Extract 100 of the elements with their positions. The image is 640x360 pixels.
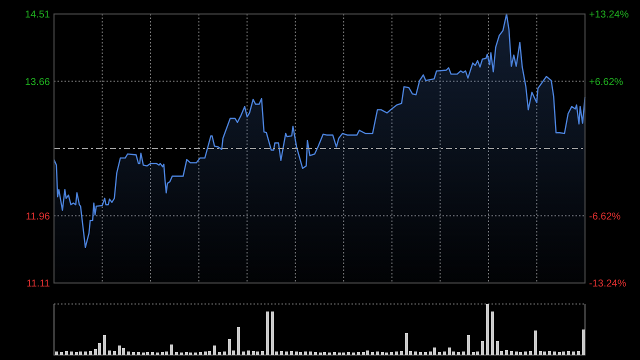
- bar: [285, 351, 288, 355]
- bar: [357, 352, 360, 355]
- bar: [323, 352, 326, 355]
- bar: [165, 351, 168, 355]
- y-tick-label: 11.96: [26, 211, 50, 222]
- bar: [185, 352, 188, 355]
- bar: [55, 351, 58, 355]
- bar: [395, 351, 398, 355]
- bar: [515, 351, 518, 355]
- bar: [132, 352, 135, 355]
- y2-tick-label: +13.24%: [589, 10, 629, 20]
- bar: [342, 352, 345, 355]
- bar: [452, 351, 455, 355]
- bar: [582, 330, 585, 355]
- bar: [467, 335, 470, 355]
- y2-tick-label: -13.24%: [589, 278, 626, 290]
- bar: [491, 312, 494, 355]
- bar: [156, 352, 159, 355]
- bar: [189, 352, 192, 355]
- bar: [261, 350, 264, 355]
- bar: [457, 352, 460, 355]
- bar: [319, 352, 322, 355]
- bar: [228, 339, 231, 355]
- bar: [429, 351, 432, 355]
- bar: [103, 335, 106, 355]
- bar: [510, 350, 513, 355]
- bar: [371, 352, 374, 355]
- bar: [299, 352, 302, 355]
- bar: [419, 352, 422, 355]
- bar: [108, 350, 111, 355]
- bar: [127, 351, 130, 355]
- bar: [65, 350, 68, 355]
- bar: [338, 352, 341, 355]
- bar: [309, 351, 312, 355]
- bar: [534, 330, 537, 355]
- bar: [486, 304, 489, 355]
- bar: [256, 351, 259, 355]
- bar: [142, 352, 145, 355]
- bar: [199, 352, 202, 355]
- bar: [529, 350, 532, 355]
- bar: [352, 352, 355, 355]
- bar: [237, 326, 240, 355]
- bar: [448, 347, 451, 355]
- y-tick-label: 14.51: [24, 10, 50, 20]
- bar: [118, 345, 121, 355]
- bar: [75, 352, 78, 355]
- bar: [390, 352, 393, 355]
- bar: [84, 351, 87, 355]
- bar: [113, 350, 116, 355]
- bar: [333, 352, 336, 355]
- bar: [328, 352, 331, 355]
- bar: [175, 352, 178, 355]
- bar: [271, 312, 274, 355]
- bar: [70, 351, 73, 355]
- bar: [60, 352, 63, 355]
- bar: [558, 352, 561, 355]
- bar: [295, 351, 298, 355]
- bar: [462, 351, 465, 355]
- bar: [381, 352, 384, 355]
- bar: [577, 350, 580, 355]
- bar: [543, 351, 546, 355]
- bar: [180, 352, 183, 355]
- bar: [89, 350, 92, 355]
- bar: [79, 351, 82, 355]
- bar: [266, 312, 269, 355]
- y2-tick-label: -6.62%: [589, 211, 621, 222]
- bar: [242, 351, 245, 355]
- bar: [553, 351, 556, 355]
- bar: [567, 350, 570, 355]
- bar: [524, 351, 527, 355]
- bar: [400, 350, 403, 355]
- bar: [481, 341, 484, 355]
- bar: [204, 351, 207, 355]
- bar: [476, 351, 479, 355]
- bar: [170, 344, 173, 355]
- bar: [376, 351, 379, 355]
- bar: [122, 348, 125, 355]
- bar: [304, 351, 307, 355]
- bar: [252, 350, 255, 355]
- y-tick-label: 13.66: [24, 76, 50, 88]
- bar: [472, 352, 475, 355]
- bar: [194, 352, 197, 355]
- bar: [496, 341, 499, 355]
- bar: [405, 333, 408, 355]
- y-tick-label: 11.11: [26, 278, 50, 290]
- bar: [505, 350, 508, 355]
- bar: [151, 352, 154, 355]
- bar: [548, 350, 551, 355]
- bar: [280, 350, 283, 355]
- bar: [385, 352, 388, 355]
- bar: [314, 352, 317, 355]
- bar: [213, 345, 216, 355]
- bar: [290, 350, 293, 355]
- bar: [539, 350, 542, 355]
- bar: [414, 351, 417, 355]
- bar: [347, 352, 350, 355]
- bar: [137, 352, 140, 355]
- bar: [438, 352, 441, 355]
- bar: [98, 342, 101, 355]
- bar: [519, 352, 522, 355]
